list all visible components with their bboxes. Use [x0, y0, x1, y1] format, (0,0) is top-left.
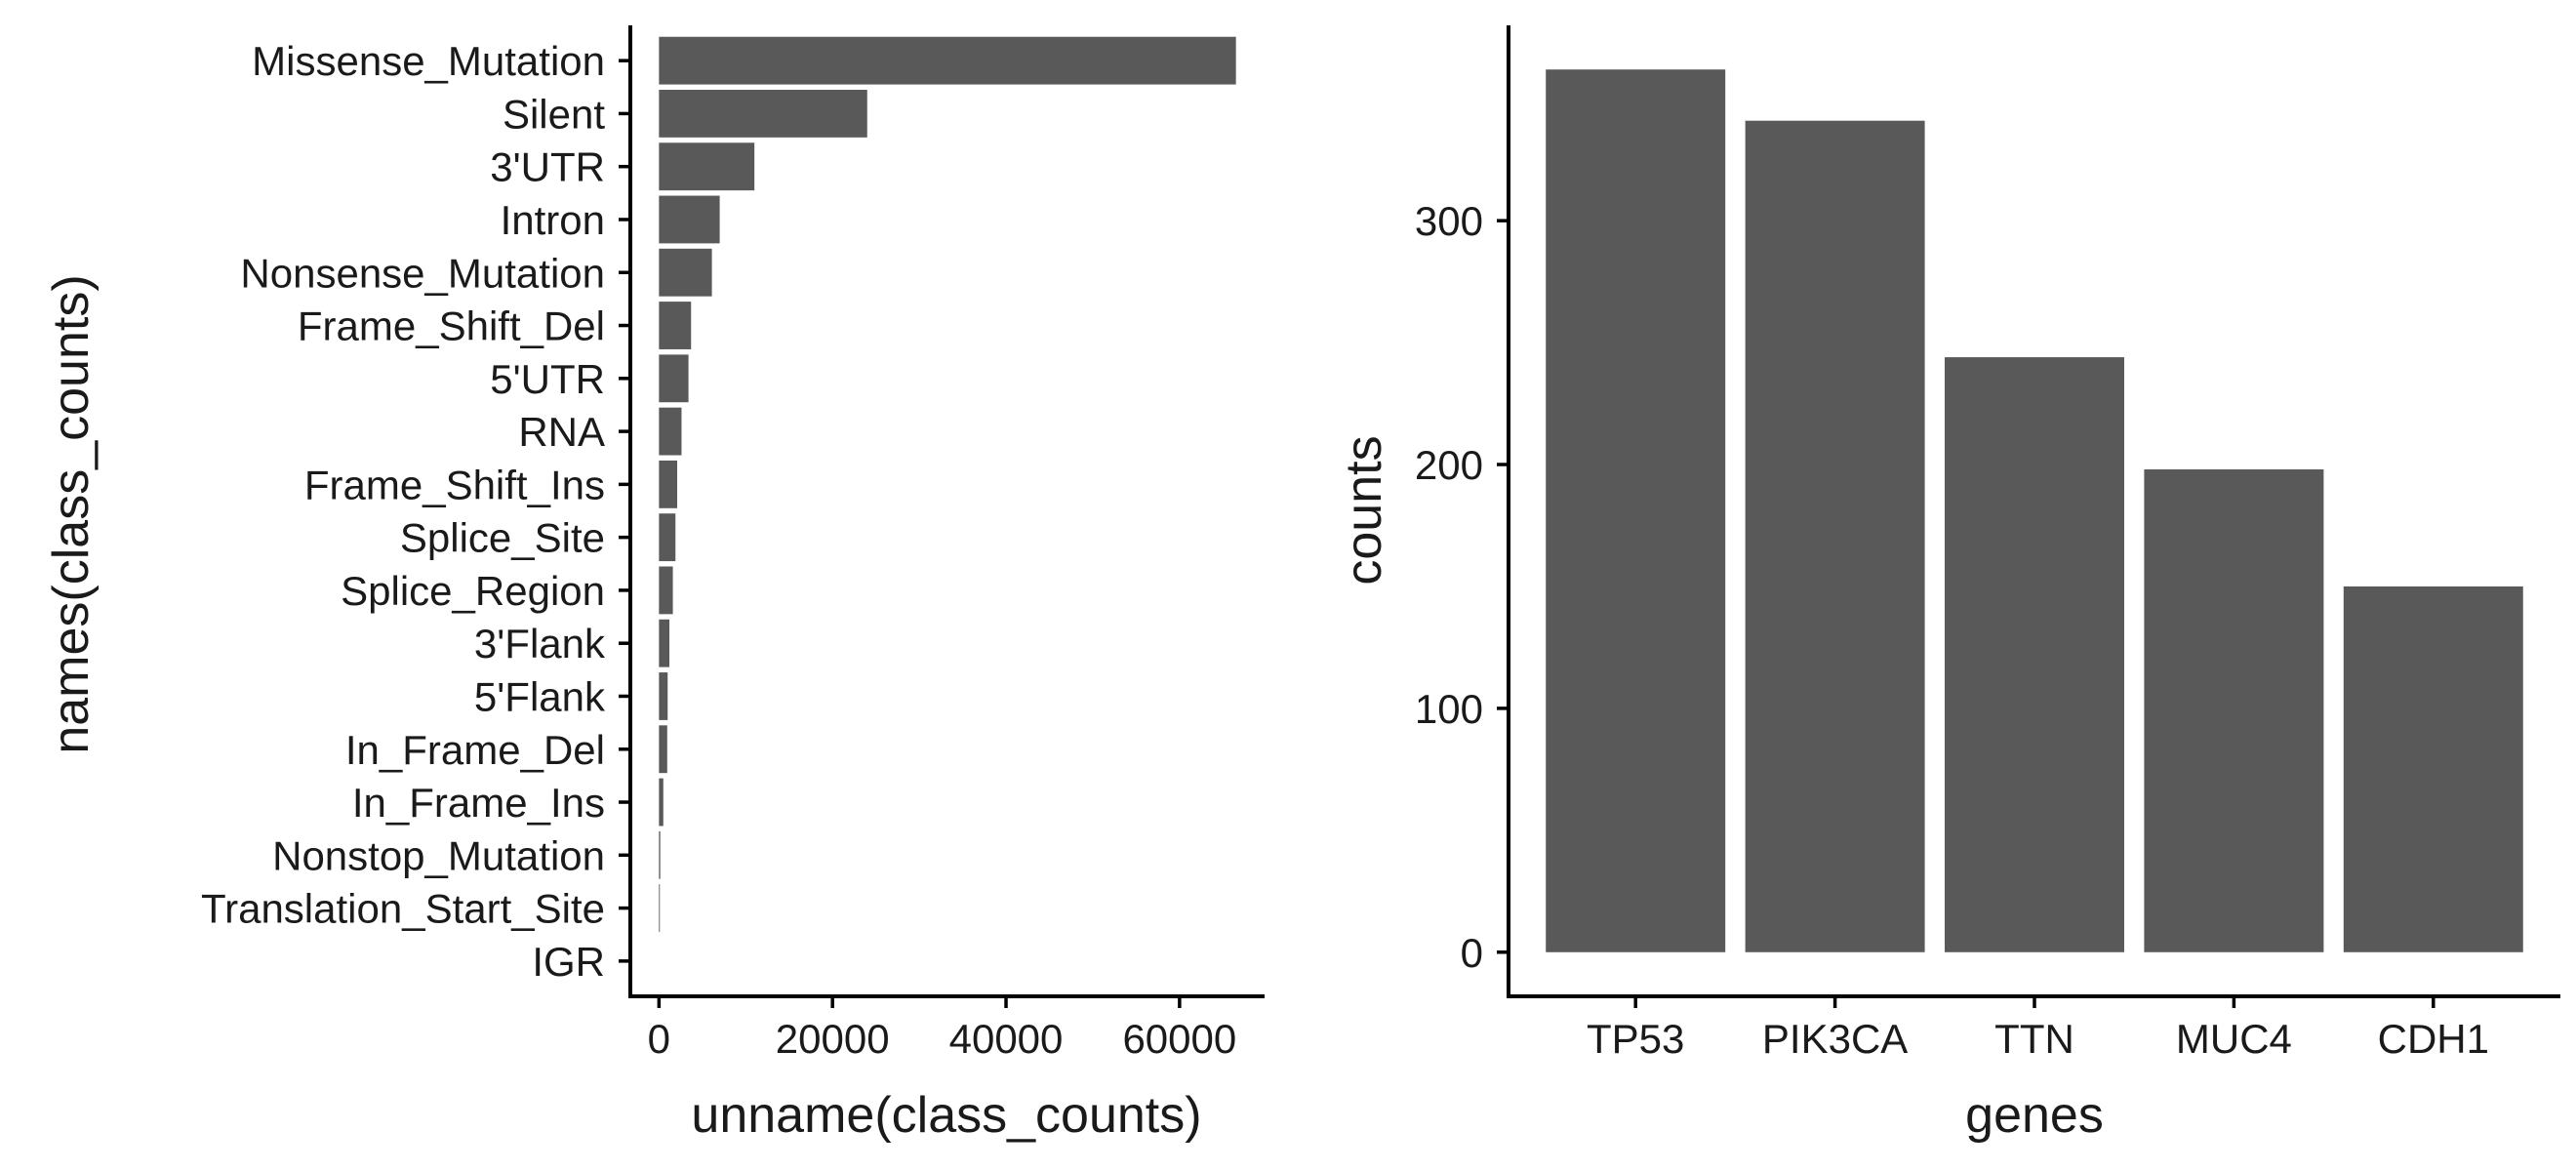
gene-counts-y-tick-label: 300 [1415, 198, 1483, 244]
mutation-class-bar [659, 407, 682, 456]
mutation-class-category-label: 3'Flank [474, 621, 606, 666]
mutation-class-category-label: RNA [518, 409, 605, 455]
mutation-class-bar [659, 142, 755, 191]
gene-category-labels: TP53 PIK3CA TTN MUC4 CDH1 [1587, 996, 2489, 1062]
mutation-class-chart: Missense_Mutation Silent 3'UTR Intron Nonsen… [43, 25, 1265, 1144]
mutation-class-bar [659, 778, 664, 827]
mutation-class-bar [659, 302, 692, 349]
mutation-class-category-label: Nonsense_Mutation [240, 250, 605, 296]
gene-category-label: TP53 [1587, 1016, 1684, 1062]
gene-count-y-ticks: 0 100 200 300 [1415, 198, 1509, 976]
gene-count-bar [1745, 120, 1925, 952]
mutation-class-x-tick-label: 0 [648, 1016, 670, 1062]
mutation-class-x-axis-title: unname(class_counts) [691, 1087, 1201, 1144]
mutation-class-category-label: 3'UTR [490, 144, 605, 190]
gene-category-label: MUC4 [2176, 1016, 2292, 1062]
mutation-class-bar [659, 566, 673, 615]
mutation-class-category-label: 5'Flank [474, 673, 606, 719]
gene-count-bars [1546, 69, 2523, 952]
gene-count-bar [1945, 357, 2124, 952]
mutation-class-bar [659, 354, 689, 403]
mutation-class-category-label: In_Frame_Ins [352, 780, 605, 826]
mutation-class-category-label: 5'UTR [490, 356, 605, 402]
gene-count-bar [2343, 586, 2523, 952]
mutation-class-bar [659, 36, 1236, 85]
mutation-class-category-label: Silent [503, 91, 605, 137]
mutation-class-x-tick-label: 20000 [776, 1016, 890, 1062]
mutation-class-bar [659, 672, 668, 720]
gene-category-label: CDH1 [2378, 1016, 2489, 1062]
gene-counts-y-axis-title: counts [1336, 435, 1392, 585]
mutation-class-category-label: In_Frame_Del [345, 727, 605, 773]
gene-counts-x-axis-title: genes [1965, 1087, 2104, 1144]
mutation-class-bar [659, 830, 661, 879]
mutation-class-category-label: Nonstop_Mutation [272, 832, 605, 878]
mutation-class-bar [659, 89, 867, 138]
mutation-class-bars [659, 36, 1236, 933]
gene-counts-y-tick-label: 200 [1415, 442, 1483, 488]
mutation-class-category-label: Translation_Start_Site [201, 886, 605, 932]
mutation-class-category-labels: Missense_Mutation Silent 3'UTR Intron Nonsen… [201, 38, 630, 985]
mutation-class-category-label: Intron [501, 197, 605, 243]
mutation-class-category-label: Frame_Shift_Del [298, 303, 605, 349]
gene-counts-y-tick-label: 0 [1461, 930, 1483, 976]
mutation-class-category-label: Frame_Shift_Ins [304, 462, 605, 507]
gene-counts-chart: 0 100 200 300 TP53 PIK3CA TTN MUC4 CDH1 genes c… [1336, 25, 2560, 1144]
mutation-class-bar [659, 619, 670, 667]
mutation-class-bar [659, 460, 678, 508]
gene-category-label: TTN [1994, 1016, 2074, 1062]
mutation-class-y-axis-title: names(class_counts) [43, 274, 100, 753]
mutation-class-x-ticks: 0 20000 40000 60000 [648, 996, 1236, 1062]
gene-counts-y-tick-label: 100 [1415, 686, 1483, 732]
mutation-class-bar [659, 725, 667, 774]
mutation-class-bar [659, 248, 712, 297]
mutation-class-x-tick-label: 60000 [1122, 1016, 1236, 1062]
mutation-class-category-label: Splice_Region [341, 568, 605, 614]
gene-count-bar [2144, 469, 2324, 952]
mutation-class-category-label: Missense_Mutation [252, 38, 605, 84]
mutation-class-category-label: IGR [532, 939, 605, 985]
mutation-class-bar [659, 195, 720, 244]
mutation-class-bar [659, 513, 676, 562]
gene-category-label: PIK3CA [1762, 1016, 1908, 1062]
mutation-class-bar [659, 884, 661, 933]
gene-count-bar [1546, 69, 1726, 952]
mutation-class-category-label: Splice_Site [400, 515, 605, 561]
mutation-class-x-tick-label: 40000 [949, 1016, 1064, 1062]
